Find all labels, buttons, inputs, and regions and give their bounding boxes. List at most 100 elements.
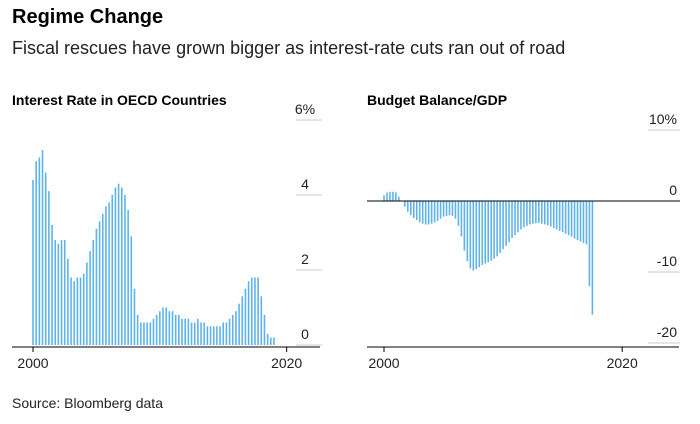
- figure-title: Regime Change: [12, 6, 164, 28]
- budget-bar: [481, 201, 484, 265]
- budget-bar: [573, 201, 576, 239]
- budget-bar: [415, 201, 418, 221]
- interest-bar: [193, 322, 196, 345]
- budget-bar: [484, 201, 487, 264]
- budget-bar: [517, 201, 519, 233]
- interest-bar: [241, 296, 244, 345]
- budget-bar: [395, 192, 397, 201]
- interest-bar: [250, 277, 253, 345]
- budget-bar: [576, 201, 579, 241]
- budget-bar: [392, 191, 394, 201]
- interest-bar: [155, 315, 158, 345]
- budget-bar: [463, 201, 466, 251]
- budget-bar: [478, 201, 481, 268]
- budget-ytick-label: -20: [657, 324, 677, 340]
- interest-bar: [152, 318, 155, 345]
- budget-bar: [442, 201, 445, 217]
- interest-bar: [54, 240, 56, 345]
- budget-bar: [454, 201, 457, 219]
- interest-bar: [200, 322, 202, 345]
- budget-bar: [490, 201, 492, 261]
- budget-axis-ticks: 10% 0 -10 -20 2000 2020: [367, 111, 680, 371]
- interest-bar: [95, 228, 98, 345]
- budget-bar: [570, 201, 573, 237]
- interest-bar: [270, 337, 272, 345]
- interest-bar: [76, 277, 79, 345]
- interest-bar: [187, 318, 190, 345]
- budget-bar: [561, 201, 564, 233]
- budget-bar: [427, 201, 430, 225]
- budget-bar: [469, 201, 472, 269]
- interest-rate-chart: Interest Rate in OECD Countries 6%420200…: [12, 92, 322, 371]
- budget-bar: [567, 201, 570, 236]
- budget-bar: [466, 201, 469, 262]
- interest-axis-ticks: 6% 4 2 0 2000 2020: [12, 101, 322, 371]
- figure-subtitle: Fiscal rescues have grown bigger as inte…: [12, 38, 566, 58]
- budget-bar: [499, 201, 501, 253]
- interest-bar: [197, 318, 199, 345]
- budget-bar: [591, 201, 594, 315]
- interest-bar: [136, 315, 139, 345]
- budget-bar: [538, 201, 540, 224]
- budget-bar: [412, 201, 415, 219]
- interest-bar: [244, 288, 247, 345]
- interest-ytick-label: 2: [301, 251, 309, 267]
- budget-bar: [472, 201, 475, 271]
- interest-bar: [60, 240, 63, 345]
- budget-bar: [398, 196, 400, 201]
- interest-bar: [212, 326, 215, 345]
- budget-bar: [448, 201, 451, 216]
- interest-bar: [231, 315, 234, 345]
- interest-bar: [168, 311, 171, 345]
- budget-bar: [451, 201, 454, 216]
- interest-bar: [133, 288, 136, 345]
- budget-bar: [588, 201, 591, 287]
- budget-bar: [529, 201, 531, 225]
- budget-bar: [543, 201, 546, 225]
- interest-bar: [120, 187, 123, 345]
- interest-bar: [63, 240, 66, 345]
- interest-bar: [174, 315, 177, 345]
- interest-bar: [206, 326, 209, 345]
- interest-bar: [260, 296, 263, 345]
- budget-bars: [383, 191, 594, 315]
- budget-bar: [383, 195, 385, 201]
- interest-ytick-label: 4: [301, 176, 309, 192]
- budget-bar: [549, 201, 552, 227]
- interest-bar: [225, 322, 228, 345]
- interest-bar: [86, 262, 88, 345]
- budget-bar: [475, 201, 478, 270]
- interest-bar: [219, 326, 221, 345]
- interest-bars: [32, 150, 275, 345]
- interest-bar: [98, 221, 101, 345]
- interest-bar: [73, 281, 76, 345]
- interest-bar: [51, 225, 53, 345]
- budget-bar: [487, 201, 490, 263]
- budget-bar: [421, 201, 424, 224]
- budget-bar: [424, 201, 427, 225]
- budget-bar: [409, 201, 412, 216]
- interest-bar: [101, 213, 104, 345]
- budget-bar: [502, 201, 504, 250]
- budget-bar: [430, 201, 433, 224]
- interest-bar: [254, 277, 256, 345]
- interest-bar: [203, 322, 206, 345]
- budget-bar: [555, 201, 558, 230]
- budget-bar: [457, 201, 460, 226]
- interest-bar: [57, 243, 60, 345]
- interest-bar: [111, 195, 114, 345]
- budget-bar: [535, 201, 537, 224]
- interest-xtick-label: 2000: [17, 355, 48, 371]
- budget-bar: [445, 201, 448, 216]
- interest-bar: [235, 311, 237, 345]
- interest-bar: [117, 183, 120, 345]
- budget-ytick-label: 10%: [649, 111, 677, 127]
- interest-bar: [35, 161, 37, 345]
- budget-bar: [552, 201, 555, 228]
- interest-bar: [67, 258, 69, 345]
- interest-bar: [114, 187, 117, 345]
- budget-bar: [540, 201, 543, 224]
- budget-bar: [579, 201, 582, 242]
- interest-bar: [178, 315, 180, 345]
